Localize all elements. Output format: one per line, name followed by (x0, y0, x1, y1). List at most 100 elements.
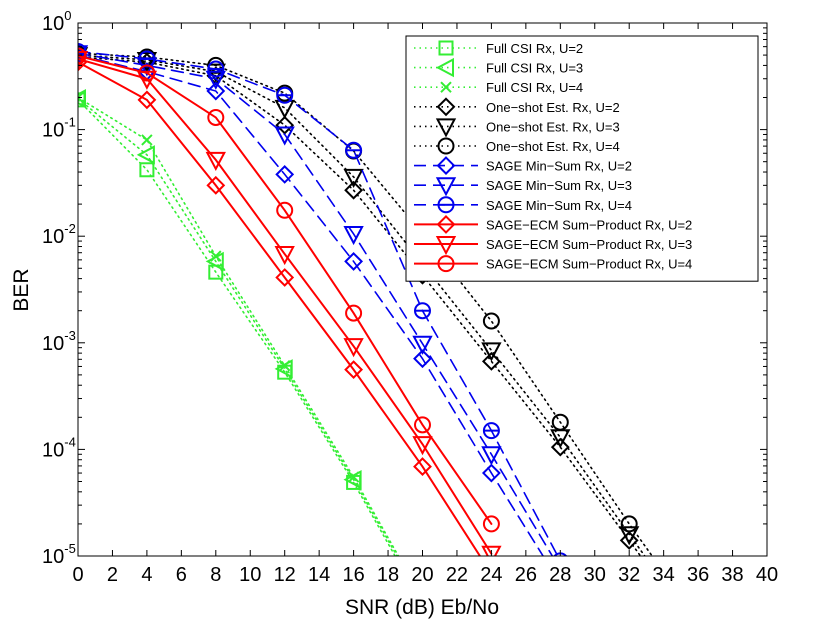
x-tick-label: 18 (377, 564, 399, 586)
marker-circle (482, 312, 500, 330)
marker-diamond (344, 252, 364, 271)
legend-marker (436, 156, 456, 176)
marker-circle (207, 108, 225, 126)
legend-item: One−shot Est. Rx, U=2 (414, 97, 620, 117)
marker-diamond (481, 351, 501, 371)
data-point (274, 126, 295, 146)
marker-square (139, 162, 155, 178)
legend-marker (437, 255, 455, 273)
marker-x-b (210, 250, 222, 262)
data-point (482, 312, 500, 330)
data-point (481, 446, 502, 466)
marker-triangle-left (435, 57, 454, 78)
legend-item: Full CSI Rx, U=3 (414, 57, 583, 78)
series-line (78, 96, 400, 556)
data-point (619, 526, 640, 546)
marker-diamond (619, 531, 639, 550)
marker-triangle-down (690, 624, 707, 628)
marker-diamond (436, 156, 456, 176)
data-point (344, 252, 364, 271)
data-point (414, 416, 431, 434)
x-tick-label: 32 (618, 564, 640, 586)
marker-circle (482, 515, 500, 533)
marker-diamond (413, 457, 432, 476)
y-tick-label: 10-4 (42, 434, 76, 461)
marker-triangle-down (412, 436, 433, 456)
marker-diamond (206, 81, 226, 101)
data-point (412, 436, 433, 456)
marker-triangle-down (78, 50, 89, 71)
data-point (482, 515, 500, 533)
marker-diamond (275, 268, 295, 287)
marker-diamond (137, 90, 157, 110)
legend-marker (437, 137, 455, 155)
data-point (78, 45, 89, 65)
series-9 (78, 52, 482, 556)
marker-triangle-down (78, 45, 89, 65)
marker-triangle-left (136, 145, 155, 165)
marker-diamond (275, 115, 295, 135)
x-tick-label: 12 (274, 564, 296, 586)
series-7 (78, 45, 554, 556)
legend-label: SAGE−ECM Sum−Product Rx, U=2 (486, 217, 692, 232)
marker-triangle-down (412, 335, 433, 355)
x-tick-label: 8 (210, 564, 221, 586)
marker-diamond (436, 97, 456, 117)
data-point (343, 225, 364, 246)
y-tick-label: 100 (42, 8, 71, 35)
legend-label: Full CSI Rx, U=4 (486, 80, 583, 95)
legend-item: SAGE Min−Sum Rx, U=2 (414, 156, 632, 176)
legend-label: Full CSI Rx, U=3 (486, 61, 583, 76)
data-point (345, 141, 363, 159)
marker-x-a (78, 96, 84, 104)
data-point (551, 413, 569, 431)
data-point (344, 360, 364, 380)
y-axis-label: BER (10, 268, 33, 311)
data-point (136, 145, 155, 165)
data-point (413, 349, 432, 369)
marker-x-b (347, 471, 360, 483)
series-line (78, 54, 545, 556)
legend-label: SAGE Min−Sum Rx, U=3 (486, 178, 632, 193)
series-line (78, 97, 398, 556)
x-tick-label: 30 (584, 564, 606, 586)
marker-triangle-down (205, 151, 226, 172)
legend-label: SAGE−ECM Sum−Product Rx, U=4 (486, 257, 692, 272)
data-point (210, 250, 222, 262)
axes-layer: 0 2 4 6 8 10 12 14 16 18 20 22 24 26 28 30 32 34 36 38 40100… (42, 8, 778, 586)
marker-diamond (413, 349, 432, 369)
data-point (620, 515, 638, 533)
legend-item: SAGE−ECM Sum−Product Rx, U=4 (414, 255, 692, 273)
marker-circle (691, 613, 706, 628)
marker-circle (276, 201, 294, 219)
legend-item: Full CSI Rx, U=2 (414, 40, 583, 56)
x-axis-label: SNR (dB) Eb/No (345, 596, 499, 619)
data-point (481, 351, 501, 371)
data-point (141, 134, 153, 146)
marker-circle (138, 64, 156, 82)
marker-square (438, 40, 454, 56)
data-point (136, 51, 158, 72)
x-tick-label: 24 (480, 564, 502, 586)
legend-item: Full CSI Rx, U=4 (414, 80, 583, 95)
data-point (347, 471, 360, 483)
legend-item: SAGE−ECM Sum−Product Rx, U=3 (414, 236, 692, 256)
y-tick-label: 10-1 (42, 115, 76, 142)
legend-marker (437, 196, 455, 214)
data-point (414, 302, 431, 320)
y-tick-label: 10-5 (42, 541, 76, 568)
x-tick-label: 34 (653, 564, 675, 586)
legend-label: Full CSI Rx, U=2 (486, 41, 583, 56)
data-point (344, 180, 364, 200)
data-point (274, 246, 295, 266)
legend-label: SAGE−ECM Sum−Product Rx, U=3 (486, 237, 692, 252)
series-line (78, 99, 397, 556)
data-point (78, 50, 89, 71)
data-point (207, 108, 225, 126)
marker-triangle-down (136, 51, 158, 72)
x-tick-label: 36 (687, 564, 709, 586)
data-point (206, 81, 226, 101)
x-tick-label: 28 (549, 564, 571, 586)
marker-x-b (141, 134, 153, 146)
marker-triangle-down (343, 338, 364, 358)
